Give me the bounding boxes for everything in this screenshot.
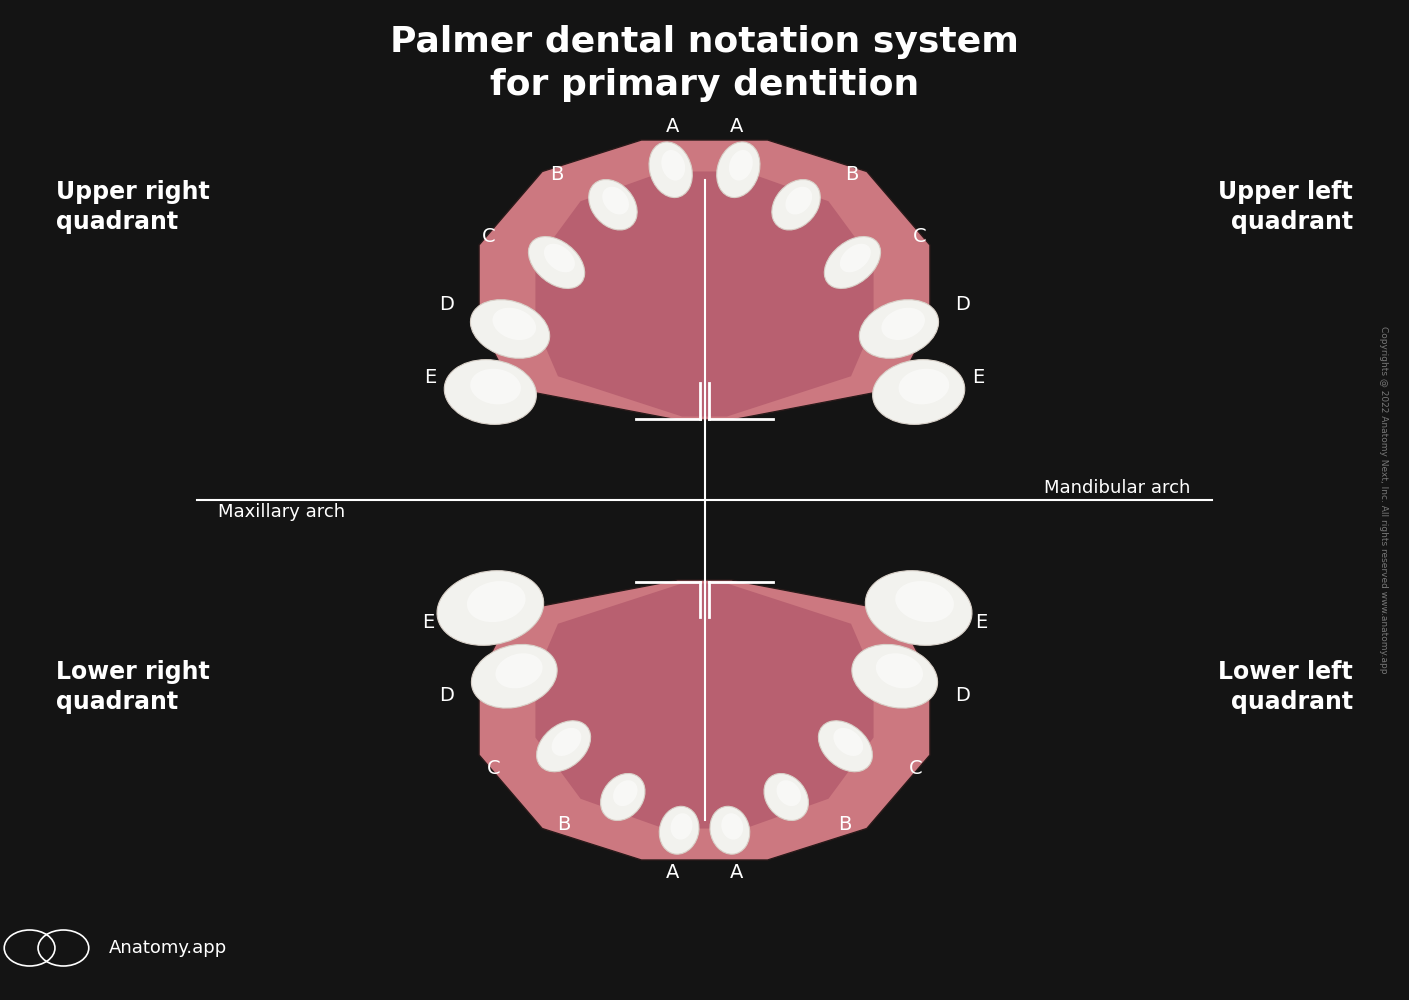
Ellipse shape xyxy=(472,644,557,708)
Text: A: A xyxy=(730,117,744,136)
Text: Anatomy.app: Anatomy.app xyxy=(108,939,227,957)
Polygon shape xyxy=(479,140,930,420)
Ellipse shape xyxy=(824,237,881,288)
Text: B: B xyxy=(558,816,571,834)
Text: E: E xyxy=(424,368,437,387)
Ellipse shape xyxy=(471,300,550,358)
Polygon shape xyxy=(479,580,930,860)
Ellipse shape xyxy=(659,806,699,854)
Ellipse shape xyxy=(876,653,923,688)
Ellipse shape xyxy=(721,813,743,840)
Ellipse shape xyxy=(717,142,759,198)
Text: Mandibular arch: Mandibular arch xyxy=(1044,479,1191,497)
Text: Upper left
quadrant: Upper left quadrant xyxy=(1217,180,1353,234)
Text: D: D xyxy=(438,295,454,314)
Text: Maxillary arch: Maxillary arch xyxy=(218,503,345,521)
Text: Lower left
quadrant: Lower left quadrant xyxy=(1217,660,1353,714)
Text: A: A xyxy=(730,863,744,882)
Text: D: D xyxy=(438,686,454,705)
Text: E: E xyxy=(975,612,988,632)
Text: A: A xyxy=(665,117,679,136)
Ellipse shape xyxy=(602,187,628,214)
Ellipse shape xyxy=(661,150,685,181)
Ellipse shape xyxy=(865,571,972,645)
Ellipse shape xyxy=(899,369,950,404)
Text: Upper right
quadrant: Upper right quadrant xyxy=(56,180,210,234)
Ellipse shape xyxy=(776,780,800,806)
Ellipse shape xyxy=(551,728,582,756)
Ellipse shape xyxy=(496,653,542,688)
Polygon shape xyxy=(535,172,874,416)
Ellipse shape xyxy=(437,571,544,645)
Ellipse shape xyxy=(852,644,937,708)
Ellipse shape xyxy=(671,813,692,840)
Ellipse shape xyxy=(444,360,537,424)
Text: C: C xyxy=(486,760,500,778)
Text: C: C xyxy=(482,227,496,246)
Text: C: C xyxy=(913,227,927,246)
Ellipse shape xyxy=(819,721,872,772)
Ellipse shape xyxy=(613,780,637,806)
Ellipse shape xyxy=(466,581,526,622)
Ellipse shape xyxy=(728,150,752,181)
Ellipse shape xyxy=(493,308,535,340)
Ellipse shape xyxy=(544,244,575,272)
Ellipse shape xyxy=(895,581,954,622)
Text: D: D xyxy=(955,295,971,314)
Ellipse shape xyxy=(537,721,590,772)
Ellipse shape xyxy=(710,806,750,854)
Text: Palmer dental notation system
for primary dentition: Palmer dental notation system for primar… xyxy=(390,25,1019,102)
Ellipse shape xyxy=(785,187,812,214)
Text: A: A xyxy=(665,863,679,882)
Text: B: B xyxy=(551,165,564,184)
Text: C: C xyxy=(909,760,923,778)
Text: E: E xyxy=(972,368,985,387)
Ellipse shape xyxy=(650,142,692,198)
Ellipse shape xyxy=(600,773,645,821)
Ellipse shape xyxy=(528,237,585,288)
Ellipse shape xyxy=(772,180,820,230)
Text: Lower right
quadrant: Lower right quadrant xyxy=(56,660,210,714)
Ellipse shape xyxy=(859,300,938,358)
Ellipse shape xyxy=(764,773,809,821)
Text: B: B xyxy=(838,816,851,834)
Text: B: B xyxy=(845,165,858,184)
Text: Copyrights @ 2022 Anatomy Next, Inc. All rights reserved www.anatomy.app: Copyrights @ 2022 Anatomy Next, Inc. All… xyxy=(1379,326,1388,674)
Ellipse shape xyxy=(471,369,521,404)
Ellipse shape xyxy=(882,308,924,340)
Text: D: D xyxy=(955,686,971,705)
Ellipse shape xyxy=(840,244,871,272)
Polygon shape xyxy=(535,584,874,828)
Ellipse shape xyxy=(833,728,864,756)
Text: E: E xyxy=(421,612,434,632)
Ellipse shape xyxy=(589,180,637,230)
Ellipse shape xyxy=(872,360,965,424)
